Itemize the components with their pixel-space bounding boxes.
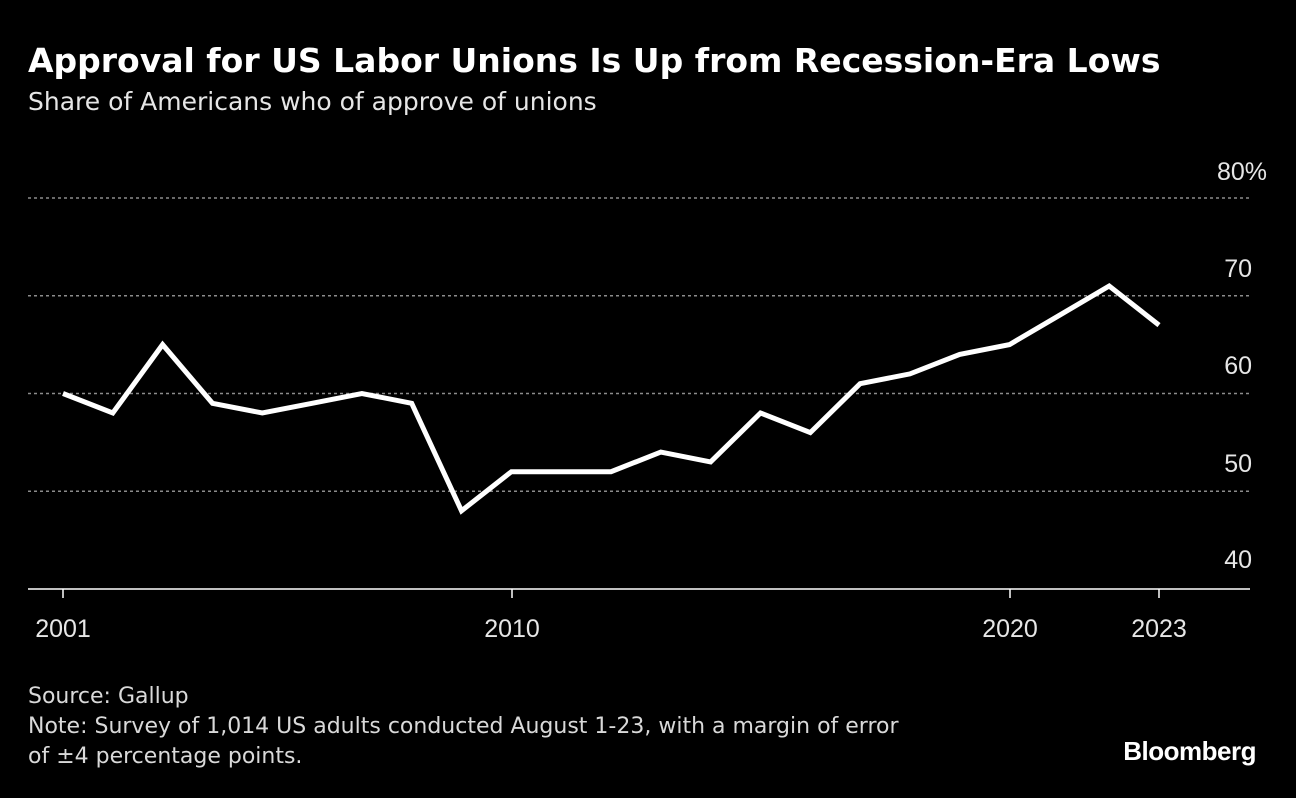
- data-point-2004: [210, 401, 214, 405]
- data-point-2021: [1057, 313, 1061, 317]
- y-tick-label-60: 60: [1224, 352, 1252, 380]
- data-point-2008: [410, 401, 414, 405]
- source-note: Source: Gallup: [28, 684, 189, 709]
- x-tick-label-2010: 2010: [484, 615, 540, 643]
- data-point-2011: [559, 470, 563, 474]
- data-point-2006: [310, 401, 314, 405]
- data-point-2014: [709, 460, 713, 464]
- x-tick-label-2001: 2001: [35, 615, 91, 643]
- data-point-2013: [659, 450, 663, 454]
- y-tick-label-80: 80%: [1217, 158, 1267, 186]
- data-point-2016: [808, 431, 812, 435]
- x-tick-label-2023: 2023: [1131, 615, 1187, 643]
- bloomberg-logo: Bloomberg: [1123, 736, 1256, 766]
- data-point-2001: [61, 392, 65, 396]
- survey-note-line-1: Note: Survey of 1,014 US adults conducte…: [28, 714, 899, 739]
- data-point-2010: [509, 470, 513, 474]
- survey-note-line-2: of ±4 percentage points.: [28, 744, 303, 769]
- x-tick-label-2020: 2020: [982, 615, 1038, 643]
- data-point-2015: [758, 411, 762, 415]
- data-point-2020: [1008, 343, 1012, 347]
- data-point-2012: [609, 470, 613, 474]
- data-point-2019: [958, 352, 962, 356]
- y-tick-label-40: 40: [1224, 546, 1252, 574]
- x-axis-ticks: 2001 2010 2020 2023: [35, 589, 1187, 643]
- chart-title: Approval for US Labor Unions Is Up from …: [28, 41, 1161, 80]
- data-point-2003: [161, 343, 165, 347]
- data-point-2017: [858, 382, 862, 386]
- y-tick-label-50: 50: [1224, 450, 1252, 478]
- data-point-2022: [1107, 284, 1111, 288]
- data-point-2018: [908, 372, 912, 376]
- y-tick-label-70: 70: [1224, 255, 1252, 283]
- data-point-2007: [360, 392, 364, 396]
- series-line-approval: [62, 282, 1161, 515]
- data-points: [61, 284, 1161, 513]
- data-point-2002: [111, 411, 115, 415]
- chart-footer: Source: Gallup Note: Survey of 1,014 US …: [28, 682, 899, 772]
- data-point-2023: [1157, 323, 1161, 327]
- y-axis-ticks: 40 50 60 70 80%: [1217, 158, 1267, 574]
- chart-subtitle: Share of Americans who of approve of uni…: [28, 87, 597, 116]
- data-point-2005: [260, 411, 264, 415]
- gridlines: [28, 197, 1250, 492]
- data-point-2009: [460, 509, 464, 513]
